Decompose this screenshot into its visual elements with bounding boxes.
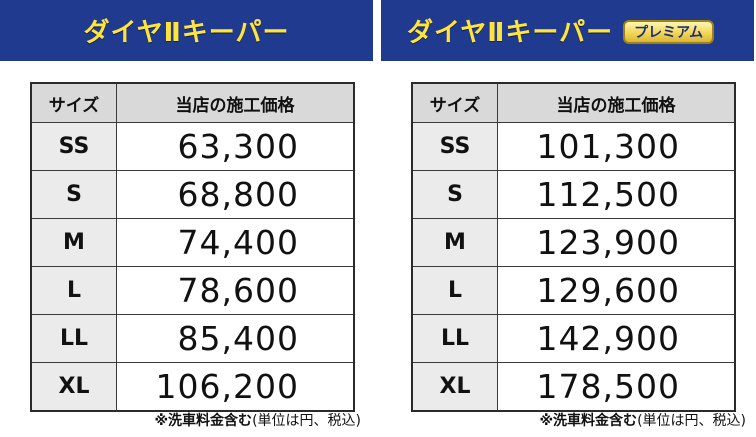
table-row: LL 85,400 (30, 314, 355, 363)
premium-badge: プレミアム (623, 19, 715, 44)
table-row: XL 178,500 (411, 362, 736, 412)
price-table: サイズ 当店の施工価格 SS 101,300 S 112,500 M 123,9… (411, 82, 736, 412)
size-cell: SS (411, 122, 498, 171)
footnote: ※洗車料金含む(単位は円、税込) (154, 410, 361, 430)
size-cell: LL (411, 314, 498, 363)
premium-badge-label: プレミアム (634, 24, 704, 41)
size-cell: L (30, 266, 117, 315)
footnote-wash-included: ※洗車料金含む (154, 413, 253, 429)
table-row: LL 142,900 (411, 314, 736, 363)
title-banner: ダイヤⅡキーパー プレミアム (381, 0, 754, 61)
table-row: S 68,800 (30, 170, 355, 219)
table-row: M 123,900 (411, 218, 736, 267)
table-header-row: サイズ 当店の施工価格 (411, 82, 736, 123)
price-column-header: 当店の施工価格 (116, 82, 355, 123)
price-cell: 112,500 (497, 170, 736, 219)
table-row: S 112,500 (411, 170, 736, 219)
price-cell: 63,300 (116, 122, 355, 171)
product-title: ダイヤⅡキーパー (83, 18, 290, 48)
product-title: ダイヤⅡキーパー (407, 18, 614, 48)
price-cell: 129,600 (497, 266, 736, 315)
size-cell: M (411, 218, 498, 267)
price-cell: 74,400 (116, 218, 355, 267)
price-cell: 106,200 (116, 362, 355, 412)
size-cell: LL (30, 314, 117, 363)
price-cell: 123,900 (497, 218, 736, 267)
price-cell: 78,600 (116, 266, 355, 315)
price-cell: 101,300 (497, 122, 736, 171)
table-row: M 74,400 (30, 218, 355, 267)
price-table: サイズ 当店の施工価格 SS 63,300 S 68,800 M 74,400 … (30, 82, 355, 412)
standard-price-panel: ダイヤⅡキーパー サイズ 当店の施工価格 SS 63,300 S 68,800 … (0, 0, 373, 437)
size-cell: S (411, 170, 498, 219)
footnote-unit: (単位は円、税込) (252, 413, 361, 429)
size-column-header: サイズ (411, 82, 498, 123)
table-row: L 129,600 (411, 266, 736, 315)
price-column-header: 当店の施工価格 (497, 82, 736, 123)
table-row: SS 63,300 (30, 122, 355, 171)
title-banner: ダイヤⅡキーパー (0, 0, 373, 61)
footnote: ※洗車料金含む(単位は円、税込) (539, 410, 746, 430)
table-row: SS 101,300 (411, 122, 736, 171)
price-cell: 178,500 (497, 362, 736, 412)
table-row: XL 106,200 (30, 362, 355, 412)
price-cell: 85,400 (116, 314, 355, 363)
size-cell: SS (30, 122, 117, 171)
size-cell: M (30, 218, 117, 267)
footnote-wash-included: ※洗車料金含む (539, 413, 638, 429)
price-cell: 68,800 (116, 170, 355, 219)
price-cell: 142,900 (497, 314, 736, 363)
size-cell: S (30, 170, 117, 219)
size-cell: XL (411, 362, 498, 412)
table-header-row: サイズ 当店の施工価格 (30, 82, 355, 123)
footnote-unit: (単位は円、税込) (637, 413, 746, 429)
premium-price-panel: ダイヤⅡキーパー プレミアム サイズ 当店の施工価格 SS 101,300 S … (381, 0, 754, 437)
size-column-header: サイズ (30, 82, 117, 123)
table-row: L 78,600 (30, 266, 355, 315)
size-cell: L (411, 266, 498, 315)
size-cell: XL (30, 362, 117, 412)
